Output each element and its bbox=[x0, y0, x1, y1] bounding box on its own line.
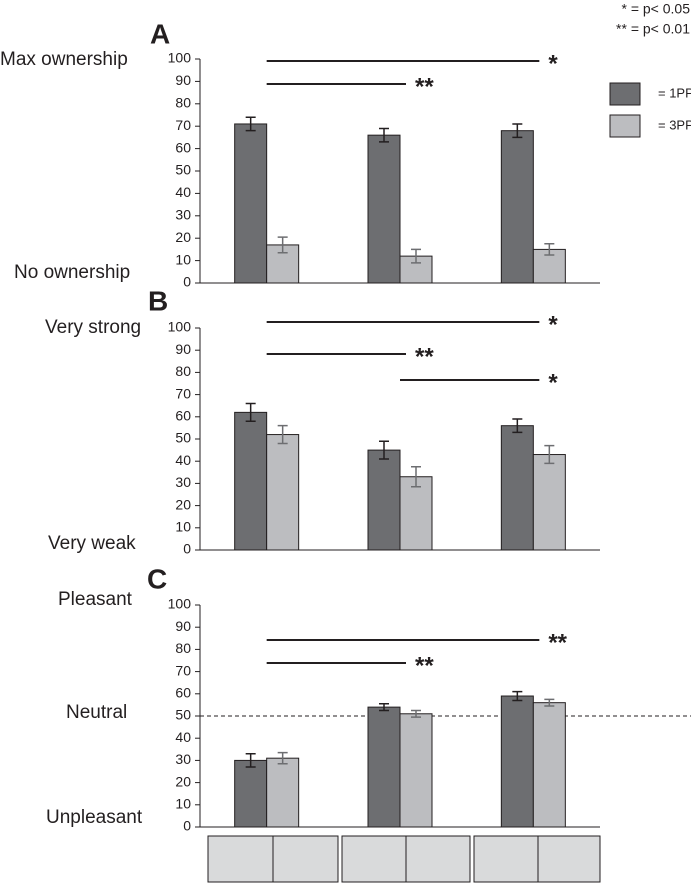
scale-label: Pleasant bbox=[58, 589, 133, 610]
bar bbox=[500, 695, 534, 828]
error-bar bbox=[411, 466, 421, 488]
bar bbox=[500, 425, 534, 551]
note: * = p< 0.05 bbox=[621, 1, 690, 17]
y-tick-label: 90 bbox=[175, 341, 191, 357]
significance-label: * bbox=[548, 311, 558, 338]
legend-swatch bbox=[609, 114, 641, 138]
error-bar bbox=[544, 444, 555, 465]
significance-label: ** bbox=[415, 652, 434, 679]
thumbnail bbox=[272, 835, 339, 883]
panel-letter: B bbox=[148, 285, 168, 316]
error-bar bbox=[512, 418, 523, 434]
error-bar bbox=[277, 236, 288, 254]
y-tick-label: 0 bbox=[183, 541, 191, 557]
scale-label: Neutral bbox=[66, 702, 127, 723]
y-tick-label: 30 bbox=[175, 207, 191, 223]
y-tick-label: 20 bbox=[175, 773, 191, 789]
y-tick-label: 80 bbox=[175, 95, 191, 111]
y-tick-label: 60 bbox=[175, 685, 191, 701]
bar bbox=[399, 476, 433, 551]
y-tick-label: 10 bbox=[175, 519, 191, 535]
y-tick-label: 50 bbox=[175, 707, 191, 723]
bar bbox=[399, 713, 433, 828]
significance-label: ** bbox=[415, 343, 434, 370]
y-tick-label: 90 bbox=[175, 72, 191, 88]
legend-label: = 3PP bbox=[658, 117, 691, 132]
error-bar bbox=[544, 698, 555, 707]
bar bbox=[532, 702, 566, 828]
y-tick-label: 10 bbox=[175, 251, 191, 267]
y-tick-label: 30 bbox=[175, 751, 191, 767]
y-tick-label: 20 bbox=[175, 496, 191, 512]
y-tick-label: 80 bbox=[175, 640, 191, 656]
bar bbox=[367, 449, 401, 551]
thumbnails bbox=[207, 835, 601, 883]
y-tick-label: 40 bbox=[175, 729, 191, 745]
significance-label: ** bbox=[415, 73, 434, 100]
bar bbox=[266, 244, 300, 284]
error-bar bbox=[245, 116, 256, 132]
y-tick-label: 70 bbox=[175, 117, 191, 133]
thumbnail bbox=[405, 835, 471, 883]
error-bar bbox=[245, 402, 256, 422]
significance-label: ** bbox=[548, 629, 567, 656]
legend-swatch bbox=[609, 82, 641, 106]
error-bar bbox=[277, 424, 288, 445]
y-tick-label: 60 bbox=[175, 408, 191, 424]
y-tick-label: 100 bbox=[168, 596, 192, 612]
y-tick-label: 0 bbox=[183, 818, 191, 834]
scale-label: Unpleasant bbox=[46, 807, 143, 828]
y-tick-label: 60 bbox=[175, 139, 191, 155]
bar bbox=[234, 759, 268, 828]
error-bar bbox=[512, 123, 523, 139]
error-bar bbox=[245, 752, 256, 768]
bar bbox=[234, 411, 268, 551]
error-bar bbox=[411, 709, 421, 718]
thumbnail bbox=[341, 835, 407, 883]
error-bar bbox=[379, 127, 389, 143]
bar bbox=[234, 123, 268, 284]
note: ** = p< 0.01 bbox=[616, 21, 690, 37]
thumbnail bbox=[207, 835, 274, 883]
bar bbox=[500, 130, 534, 284]
significance-label: * bbox=[548, 369, 558, 396]
error-bar bbox=[277, 751, 288, 765]
y-tick-label: 10 bbox=[175, 796, 191, 812]
panel-letter: A bbox=[150, 18, 170, 49]
error-bar bbox=[379, 703, 389, 712]
y-tick-label: 100 bbox=[168, 319, 192, 335]
y-tick-label: 30 bbox=[175, 474, 191, 490]
thumbnail bbox=[537, 835, 601, 883]
scale-label: Max ownership bbox=[0, 49, 128, 70]
y-tick-label: 100 bbox=[168, 50, 192, 66]
y-tick-label: 20 bbox=[175, 229, 191, 245]
bar bbox=[532, 454, 566, 551]
y-tick-label: 40 bbox=[175, 452, 191, 468]
legend-label: = 1PP bbox=[658, 85, 691, 100]
y-tick-label: 0 bbox=[183, 274, 191, 290]
y-tick-label: 50 bbox=[175, 162, 191, 178]
error-bar bbox=[379, 440, 389, 460]
scale-label: Very strong bbox=[45, 317, 141, 338]
bar bbox=[266, 434, 300, 551]
bar bbox=[367, 706, 401, 828]
error-bar bbox=[544, 243, 555, 256]
y-tick-label: 90 bbox=[175, 618, 191, 634]
y-tick-label: 50 bbox=[175, 430, 191, 446]
error-bar bbox=[411, 248, 421, 264]
scale-label: Very weak bbox=[48, 533, 136, 554]
y-tick-label: 80 bbox=[175, 363, 191, 379]
y-tick-label: 70 bbox=[175, 385, 191, 401]
panel-letter: C bbox=[147, 563, 167, 594]
bar bbox=[266, 757, 300, 828]
significance-label: * bbox=[548, 50, 558, 77]
y-tick-label: 40 bbox=[175, 184, 191, 200]
scale-label: No ownership bbox=[14, 262, 130, 283]
y-tick-label: 70 bbox=[175, 662, 191, 678]
thumbnail bbox=[473, 835, 539, 883]
error-bar bbox=[512, 690, 523, 702]
bar bbox=[367, 134, 401, 284]
